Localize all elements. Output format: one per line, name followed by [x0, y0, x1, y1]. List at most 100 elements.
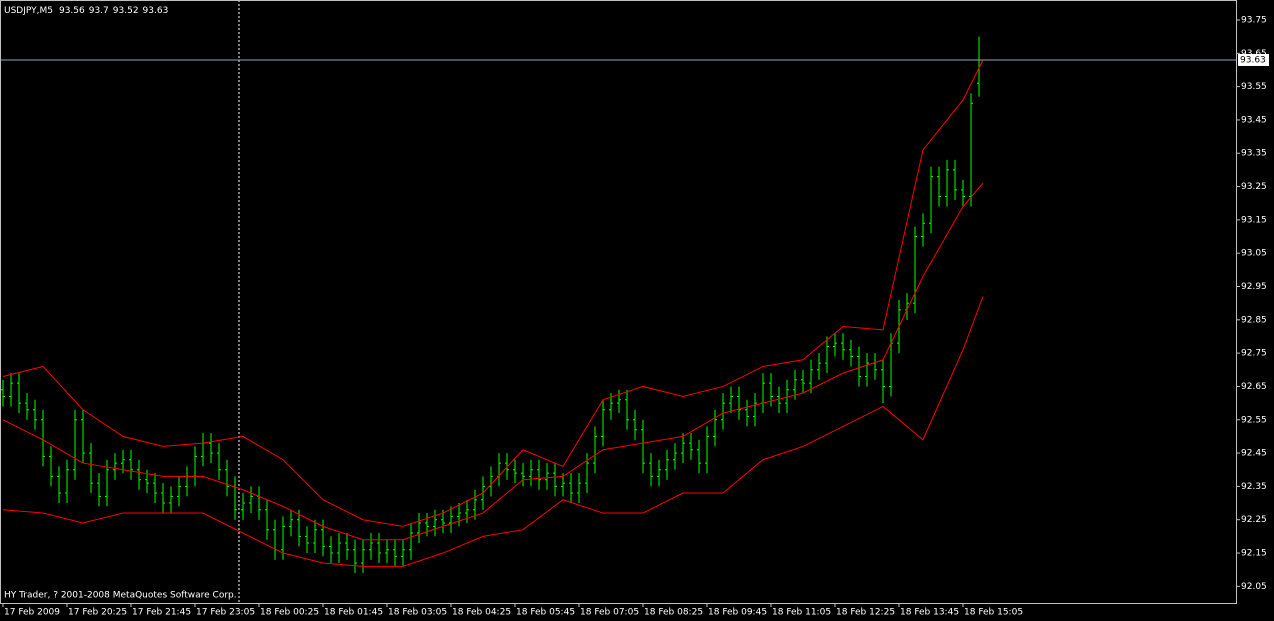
y-tick-label: 92.75 [1241, 349, 1267, 359]
ohlc-bar [561, 473, 565, 497]
ohlc-bar [969, 93, 973, 207]
ohlc-bar [585, 453, 589, 494]
y-tick-label: 92.65 [1241, 382, 1267, 392]
ohlc-bar [657, 459, 661, 487]
y-tick-label: 92.85 [1241, 315, 1267, 325]
x-tick-label: 18 Feb 13:45 [900, 608, 959, 618]
ohlc-bar [297, 509, 301, 547]
ohlc-bar [777, 386, 781, 414]
x-tick-label: 18 Feb 15:05 [964, 608, 1023, 618]
ohlc-bar [953, 159, 957, 200]
ohlc-bar [241, 493, 245, 520]
ohlc-bar [753, 393, 757, 427]
y-tick-label: 92.05 [1241, 582, 1267, 592]
ohlc-bar [113, 453, 117, 480]
ohlc-bar [601, 399, 605, 447]
copyright-note: HY Trader, ? 2001-2008 MetaQuotes Softwa… [4, 591, 237, 601]
ohlc-bar [289, 509, 293, 537]
ohlc-bar [393, 539, 397, 567]
ohlc-bar [713, 409, 717, 447]
ohlc-bar [801, 369, 805, 394]
ohlc-bar [217, 443, 221, 480]
ohlc-bar [649, 453, 653, 487]
ohlc-bar [225, 459, 229, 497]
header-open: 93.56 [59, 6, 85, 16]
header-high: 93.7 [89, 6, 109, 16]
ohlc-bar [433, 509, 437, 537]
y-tick-label: 92.15 [1241, 549, 1267, 559]
ohlc-bar [49, 446, 53, 487]
chart-header: USDJPY,M5 93.56 93.7 93.52 93.63 [4, 6, 168, 16]
ohlc-bar [553, 463, 557, 497]
y-tick-label: 92.45 [1241, 449, 1267, 459]
price-label-box [1238, 53, 1269, 66]
header-close: 93.63 [143, 6, 169, 16]
ohlc-bar [665, 449, 669, 480]
ohlc-bar [441, 509, 445, 534]
plot-border [0, 0, 1237, 604]
y-tick-label: 93.55 [1241, 82, 1267, 92]
ohlc-bar [865, 353, 869, 387]
ohlc-bar [825, 336, 829, 374]
ohlc-bar [73, 409, 77, 480]
ohlc-bar [945, 159, 949, 207]
y-tick-label: 93.75 [1241, 15, 1267, 25]
x-tick-label: 18 Feb 00:25 [260, 608, 319, 618]
ohlc-bar [409, 523, 413, 560]
ohlc-bar [681, 433, 685, 464]
y-tick-label: 92.25 [1241, 515, 1267, 525]
ohlc-bar [209, 433, 213, 464]
x-tick-label: 17 Feb 21:45 [132, 608, 191, 618]
y-tick-label: 93.65 [1241, 49, 1267, 59]
ohlc-bar [545, 463, 549, 490]
x-tick-label: 18 Feb 04:25 [452, 608, 511, 618]
plot-area [0, 0, 1237, 603]
ohlc-bar [129, 449, 133, 480]
ohlc-bar [857, 346, 861, 387]
ohlc-bar [1, 379, 5, 407]
ohlc-bar [937, 166, 941, 207]
ohlc-bar [633, 409, 637, 440]
ohlc-bar [961, 179, 965, 207]
y-tick-label: 93.45 [1241, 115, 1267, 125]
x-tick-label: 17 Feb 20:25 [68, 608, 127, 618]
ohlc-bar [913, 226, 917, 314]
ohlc-bar [929, 166, 933, 234]
ohlc-bar [177, 476, 181, 507]
y-tick-label: 93.25 [1241, 182, 1267, 192]
symbol: USDJPY,M5 [4, 6, 53, 16]
ohlc-bar [465, 499, 469, 524]
ohlc-bar [617, 389, 621, 414]
ohlc-bar [785, 379, 789, 414]
ohlc-bar [473, 489, 477, 520]
ohlc-bar [345, 533, 349, 560]
ohlc-bar [569, 473, 573, 504]
header-low: 93.52 [113, 6, 139, 16]
ohlc-bar [417, 513, 421, 544]
ohlc-bar [89, 443, 93, 494]
ohlc-bar [673, 443, 677, 470]
band-line [2, 182, 984, 541]
ohlc-bar [249, 486, 253, 514]
x-tick-label: 17 Feb 23:05 [196, 608, 255, 618]
ohlc-bar [41, 409, 45, 467]
ohlc-bar [689, 433, 693, 460]
ohlc-bar [593, 426, 597, 474]
band-line [2, 296, 984, 567]
x-tick-label: 18 Feb 07:05 [580, 608, 639, 618]
y-tick-label: 92.35 [1241, 482, 1267, 492]
ohlc-bar [849, 339, 853, 367]
ohlc-bar [353, 539, 357, 574]
band-line [2, 59, 984, 527]
ohlc-bar [457, 503, 461, 527]
ohlc-bar [65, 459, 69, 504]
ohlc-bar [337, 533, 341, 564]
ohlc-bar [625, 389, 629, 430]
ohlc-bar [425, 513, 429, 537]
ohlc-bar [729, 386, 733, 414]
ohlc-bar [169, 486, 173, 514]
ohlc-bar [697, 439, 701, 474]
ohlc-bar [121, 449, 125, 474]
